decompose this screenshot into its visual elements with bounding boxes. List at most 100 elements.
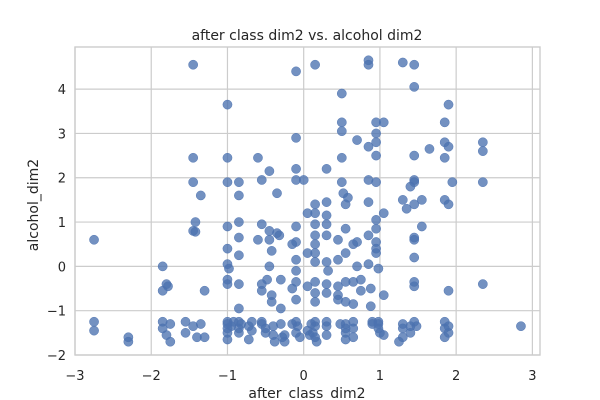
data-point (199, 285, 210, 296)
data-point (409, 281, 420, 292)
data-point (291, 277, 301, 287)
data-point (157, 261, 168, 272)
data-point (310, 277, 320, 287)
data-point (310, 239, 320, 250)
data-point (336, 117, 347, 128)
data-point (409, 199, 420, 210)
y-tick-label: 4 (58, 83, 66, 98)
data-point (262, 274, 272, 285)
data-point (310, 199, 320, 210)
data-point (477, 279, 488, 289)
data-point (416, 221, 427, 232)
data-point (443, 199, 454, 210)
data-point (234, 190, 244, 201)
data-point (443, 141, 454, 152)
data-point (224, 263, 234, 274)
data-point (195, 190, 206, 201)
data-point (477, 146, 488, 156)
data-point (336, 88, 347, 99)
data-point (363, 59, 374, 70)
y-tick-label: 2 (58, 172, 66, 187)
data-point (310, 219, 320, 230)
data-point (165, 319, 176, 329)
data-point (348, 323, 359, 334)
data-point (363, 141, 374, 152)
data-point (253, 152, 263, 163)
data-point (321, 279, 332, 289)
y-tick-label: 3 (58, 127, 66, 142)
data-point (409, 59, 420, 70)
data-point (199, 332, 210, 343)
data-point (180, 316, 191, 327)
data-point (439, 152, 450, 163)
data-point (247, 325, 257, 336)
data-point (409, 252, 420, 263)
data-point (409, 82, 420, 92)
y-tick-label: 1 (58, 216, 66, 231)
data-point (256, 285, 267, 296)
data-point (477, 177, 488, 188)
data-point (256, 219, 267, 230)
data-point (356, 285, 366, 296)
y-axis-label: alcohol_dim2 (26, 159, 42, 251)
data-point (272, 188, 282, 199)
data-point (336, 152, 347, 163)
data-point (371, 128, 381, 139)
data-point (363, 230, 374, 241)
data-point (266, 246, 277, 256)
data-point (371, 137, 381, 148)
data-point (371, 248, 381, 258)
data-point (123, 336, 134, 347)
data-point (275, 319, 286, 329)
data-point (222, 243, 233, 254)
data-point (234, 327, 244, 338)
data-point (291, 237, 301, 247)
data-point (264, 234, 275, 245)
data-point (234, 250, 244, 261)
data-point (310, 296, 320, 307)
data-point (321, 210, 332, 221)
data-point (234, 232, 244, 243)
x-axis-label: after_class_dim2 (248, 386, 365, 400)
data-point (310, 321, 320, 332)
data-point (356, 274, 366, 285)
data-point (336, 177, 347, 188)
data-point (222, 152, 233, 163)
data-point (264, 261, 275, 272)
y-tick-label: −2 (47, 349, 66, 364)
data-point (371, 177, 381, 188)
x-tick-label: 3 (528, 369, 536, 384)
data-point (163, 281, 173, 292)
data-point (378, 330, 389, 340)
data-point (447, 177, 458, 188)
data-point (340, 248, 351, 258)
data-point (371, 150, 381, 161)
data-point (333, 234, 343, 245)
x-tick-label: −1 (218, 369, 237, 384)
data-point (343, 192, 353, 203)
data-point (165, 336, 176, 347)
data-point (409, 234, 420, 245)
data-point (378, 208, 389, 219)
data-point (378, 117, 389, 128)
data-point (371, 223, 381, 234)
data-point (363, 197, 374, 207)
data-point (371, 214, 381, 225)
data-point (264, 166, 275, 176)
data-point (291, 133, 301, 143)
plot-frame (74, 46, 541, 356)
grid-layer (74, 47, 540, 356)
data-point (439, 117, 450, 128)
data-point (188, 177, 199, 188)
data-point (477, 137, 488, 148)
data-point (222, 221, 233, 232)
data-point (190, 217, 201, 227)
data-point (222, 99, 233, 110)
data-point (89, 234, 99, 245)
data-point (397, 57, 408, 68)
x-tick-label: −3 (65, 369, 84, 384)
data-point (321, 197, 332, 207)
data-point (443, 327, 454, 338)
y-tick-label: −1 (47, 305, 66, 320)
data-point (234, 177, 244, 188)
